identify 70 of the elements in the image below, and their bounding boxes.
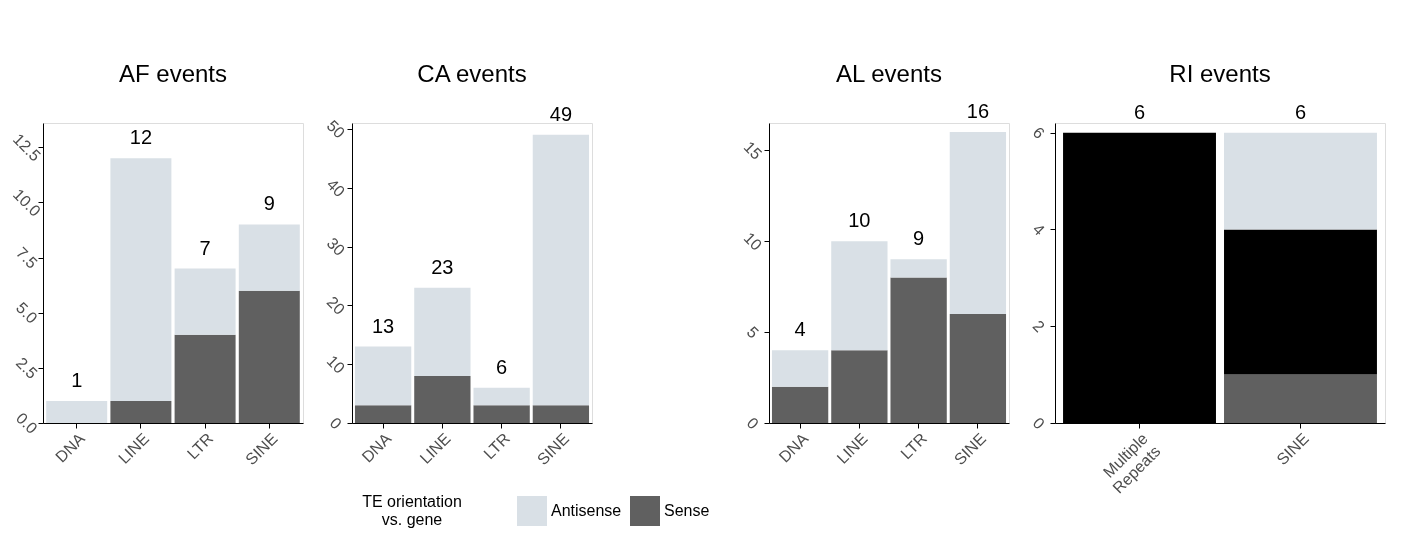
y-tick-label: 0.0 [12,409,41,438]
total-label: 7 [199,236,211,259]
bar [354,405,412,423]
total-label: 4 [794,318,806,341]
y-tick-label: 10 [740,229,766,254]
y-tick-label: 4 [1029,220,1049,239]
y-tick-label: 5 [743,323,763,342]
y-tick-label: 20 [323,293,349,318]
chart-title: RI events [1169,60,1271,87]
bar [949,132,1007,314]
y-tick-label: 0 [1029,413,1049,433]
x-tick-label: LTR [183,429,217,463]
chart-title: AL events [836,60,942,87]
y-tick-label: 2.5 [12,354,41,382]
bar [949,313,1007,423]
bar [110,158,172,401]
total-label: 9 [263,192,275,215]
chart-title: CA events [417,60,527,87]
bar [238,224,300,291]
total-label: 10 [848,209,871,232]
y-tick-label: 0 [743,413,763,433]
total-label: 23 [431,255,454,278]
y-tick-label: 6 [1029,123,1049,143]
bar [1224,374,1377,423]
y-tick-label: 2 [1029,317,1049,336]
bar [414,287,471,376]
total-label: 6 [496,355,508,378]
total-label: 16 [966,100,990,123]
bar [473,387,530,406]
bar [771,350,829,387]
bar [890,277,947,423]
x-tick-label: LTR [480,429,513,463]
total-label: 1 [71,368,83,391]
y-tick-label: 40 [323,175,349,201]
total-label: 9 [913,227,925,250]
chart-title: AF events [118,60,228,87]
y-tick-label: 7.5 [12,243,41,272]
x-tick-label: LTR [897,429,930,463]
bar [174,268,236,335]
y-tick-label: 12.5 [9,130,44,165]
bar [174,334,236,423]
bar [473,405,530,423]
total-label: 12 [129,126,153,149]
total-label: 6 [1294,100,1307,123]
total-label: 6 [1133,100,1146,123]
y-tick-label: 30 [323,234,349,260]
bar [238,290,300,423]
bar [831,241,888,351]
legend-label: Antisense [551,502,622,519]
y-tick-label: 10 [323,352,349,377]
y-tick-label: 0 [326,413,346,433]
bar [1224,132,1377,230]
bar [110,400,172,423]
total-label: 13 [371,314,395,337]
y-tick-label: 5.0 [12,298,41,327]
total-label: 49 [549,102,573,125]
y-tick-label: 15 [740,138,766,163]
bar [354,346,412,406]
legend-label: Sense [664,502,710,519]
bar [532,405,590,423]
bar [1224,229,1377,375]
bar [831,350,888,423]
bar [890,259,947,278]
bar [771,386,829,423]
bar [532,134,590,406]
y-tick-label: 10.0 [9,185,44,220]
bar [414,375,471,423]
legend-title: TE orientation vs. gene [362,493,462,528]
y-tick-label: 50 [323,116,349,142]
bar [46,400,108,423]
